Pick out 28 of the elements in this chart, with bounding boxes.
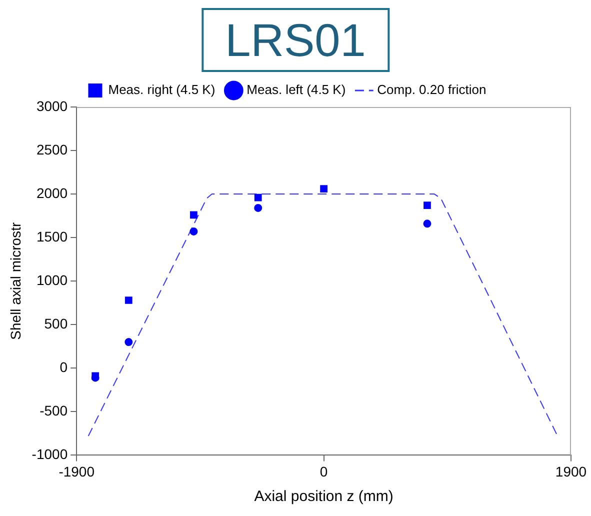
point — [424, 202, 431, 210]
legend-label: Meas. left (4.5 K) — [246, 82, 346, 98]
point — [190, 227, 198, 236]
y-tick-label: -1000 — [32, 446, 68, 462]
y-tick-label: 0 — [60, 359, 68, 376]
y-tick-label: 1000 — [36, 272, 68, 288]
legend-label: Comp. 0.20 friction — [377, 82, 486, 98]
point — [190, 211, 198, 219]
x-tick-label: 1900 — [555, 463, 587, 480]
x-axis-title: Axial position z (mm) — [254, 488, 394, 506]
point — [254, 204, 262, 212]
x-tick-label: 0 — [320, 463, 328, 480]
legend-label: Meas. right (4.5 K) — [108, 82, 216, 98]
y-tick-label: 3000 — [36, 98, 68, 114]
point — [423, 220, 432, 228]
point — [320, 185, 328, 193]
point — [254, 194, 262, 202]
y-tick-label: 500 — [44, 315, 68, 332]
x-tick-label: -1900 — [58, 463, 95, 480]
y-tick-label: 2000 — [36, 184, 68, 201]
y-tick-label: 1500 — [36, 228, 68, 244]
chart-title: LRS01 — [201, 8, 390, 72]
line-series — [88, 194, 558, 437]
y-tick-label: -500 — [40, 402, 68, 419]
y-tick-label: 2500 — [36, 141, 68, 158]
point — [124, 338, 133, 346]
point — [124, 296, 132, 304]
y-axis-title: Shell axial microstr — [7, 222, 24, 340]
